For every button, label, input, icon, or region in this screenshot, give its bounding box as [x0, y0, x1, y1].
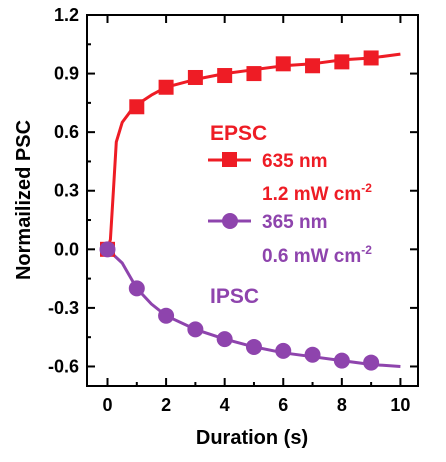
data-point-circle	[187, 321, 204, 338]
y-tick-label: -0.6	[48, 356, 79, 376]
data-point-square	[187, 69, 203, 85]
data-point-circle	[245, 338, 262, 355]
data-point-circle	[333, 352, 350, 369]
series-line-0	[106, 52, 401, 250]
x-tick-label: 10	[390, 395, 410, 415]
y-axis-label: Normailized PSC	[13, 120, 35, 280]
series-curves	[106, 52, 401, 368]
legend-power-635-exp: -2	[361, 181, 372, 195]
x-tick-label: 4	[220, 395, 230, 415]
data-point-circle	[99, 241, 116, 258]
legend-power-365-exp: -2	[361, 243, 372, 257]
data-point-square	[305, 58, 321, 74]
data-point-circle	[158, 307, 175, 324]
y-tick-label: 0.9	[54, 64, 79, 84]
legend-marker-square	[222, 152, 237, 167]
legend-power-365-base: 0.6 mW cm	[262, 246, 361, 267]
x-tick-label: 0	[102, 395, 112, 415]
data-point-circle	[216, 331, 233, 348]
data-point-square	[246, 66, 262, 82]
legend-power-635-base: 1.2 mW cm	[262, 184, 361, 205]
data-point-circle	[275, 342, 292, 359]
legend: 635 nm 1.2 mW cm-2 365 nm 0.6 mW cm-2	[208, 151, 372, 267]
y-tick-label: 0.3	[54, 181, 79, 201]
annotation-epsc: EPSC	[210, 122, 267, 145]
data-point-circle	[304, 346, 321, 363]
legend-power-635: 1.2 mW cm-2	[262, 181, 372, 205]
legend-label-635: 635 nm	[262, 151, 327, 172]
data-point-circle	[128, 280, 145, 297]
data-point-square	[334, 54, 350, 70]
plot-frame	[86, 14, 419, 387]
legend-power-365: 0.6 mW cm-2	[262, 243, 372, 267]
y-tick-label: 0.6	[54, 122, 79, 142]
y-tick-label: 0.0	[54, 239, 79, 259]
data-point-square	[275, 56, 291, 72]
data-point-square	[363, 50, 379, 66]
series-markers	[99, 50, 380, 371]
x-tick-label: 6	[278, 395, 288, 415]
legend-marker-circle	[222, 213, 238, 229]
data-point-square	[129, 99, 145, 115]
data-point-circle	[363, 354, 380, 371]
annotation-ipsc: IPSC	[210, 285, 259, 308]
x-axis-label: Duration (s)	[196, 427, 308, 449]
x-tick-label: 2	[161, 395, 171, 415]
y-tick-label: 1.2	[54, 5, 79, 25]
legend-label-365: 365 nm	[262, 212, 327, 233]
data-point-square	[158, 79, 174, 95]
axis-ticks: 0 2 4 6 8 10 -0.6 -0.3 0.0 0.3 0.6 0.9 1.2	[48, 5, 418, 415]
data-point-square	[217, 68, 233, 84]
y-tick-label: -0.3	[48, 298, 79, 318]
x-tick-label: 8	[337, 395, 347, 415]
